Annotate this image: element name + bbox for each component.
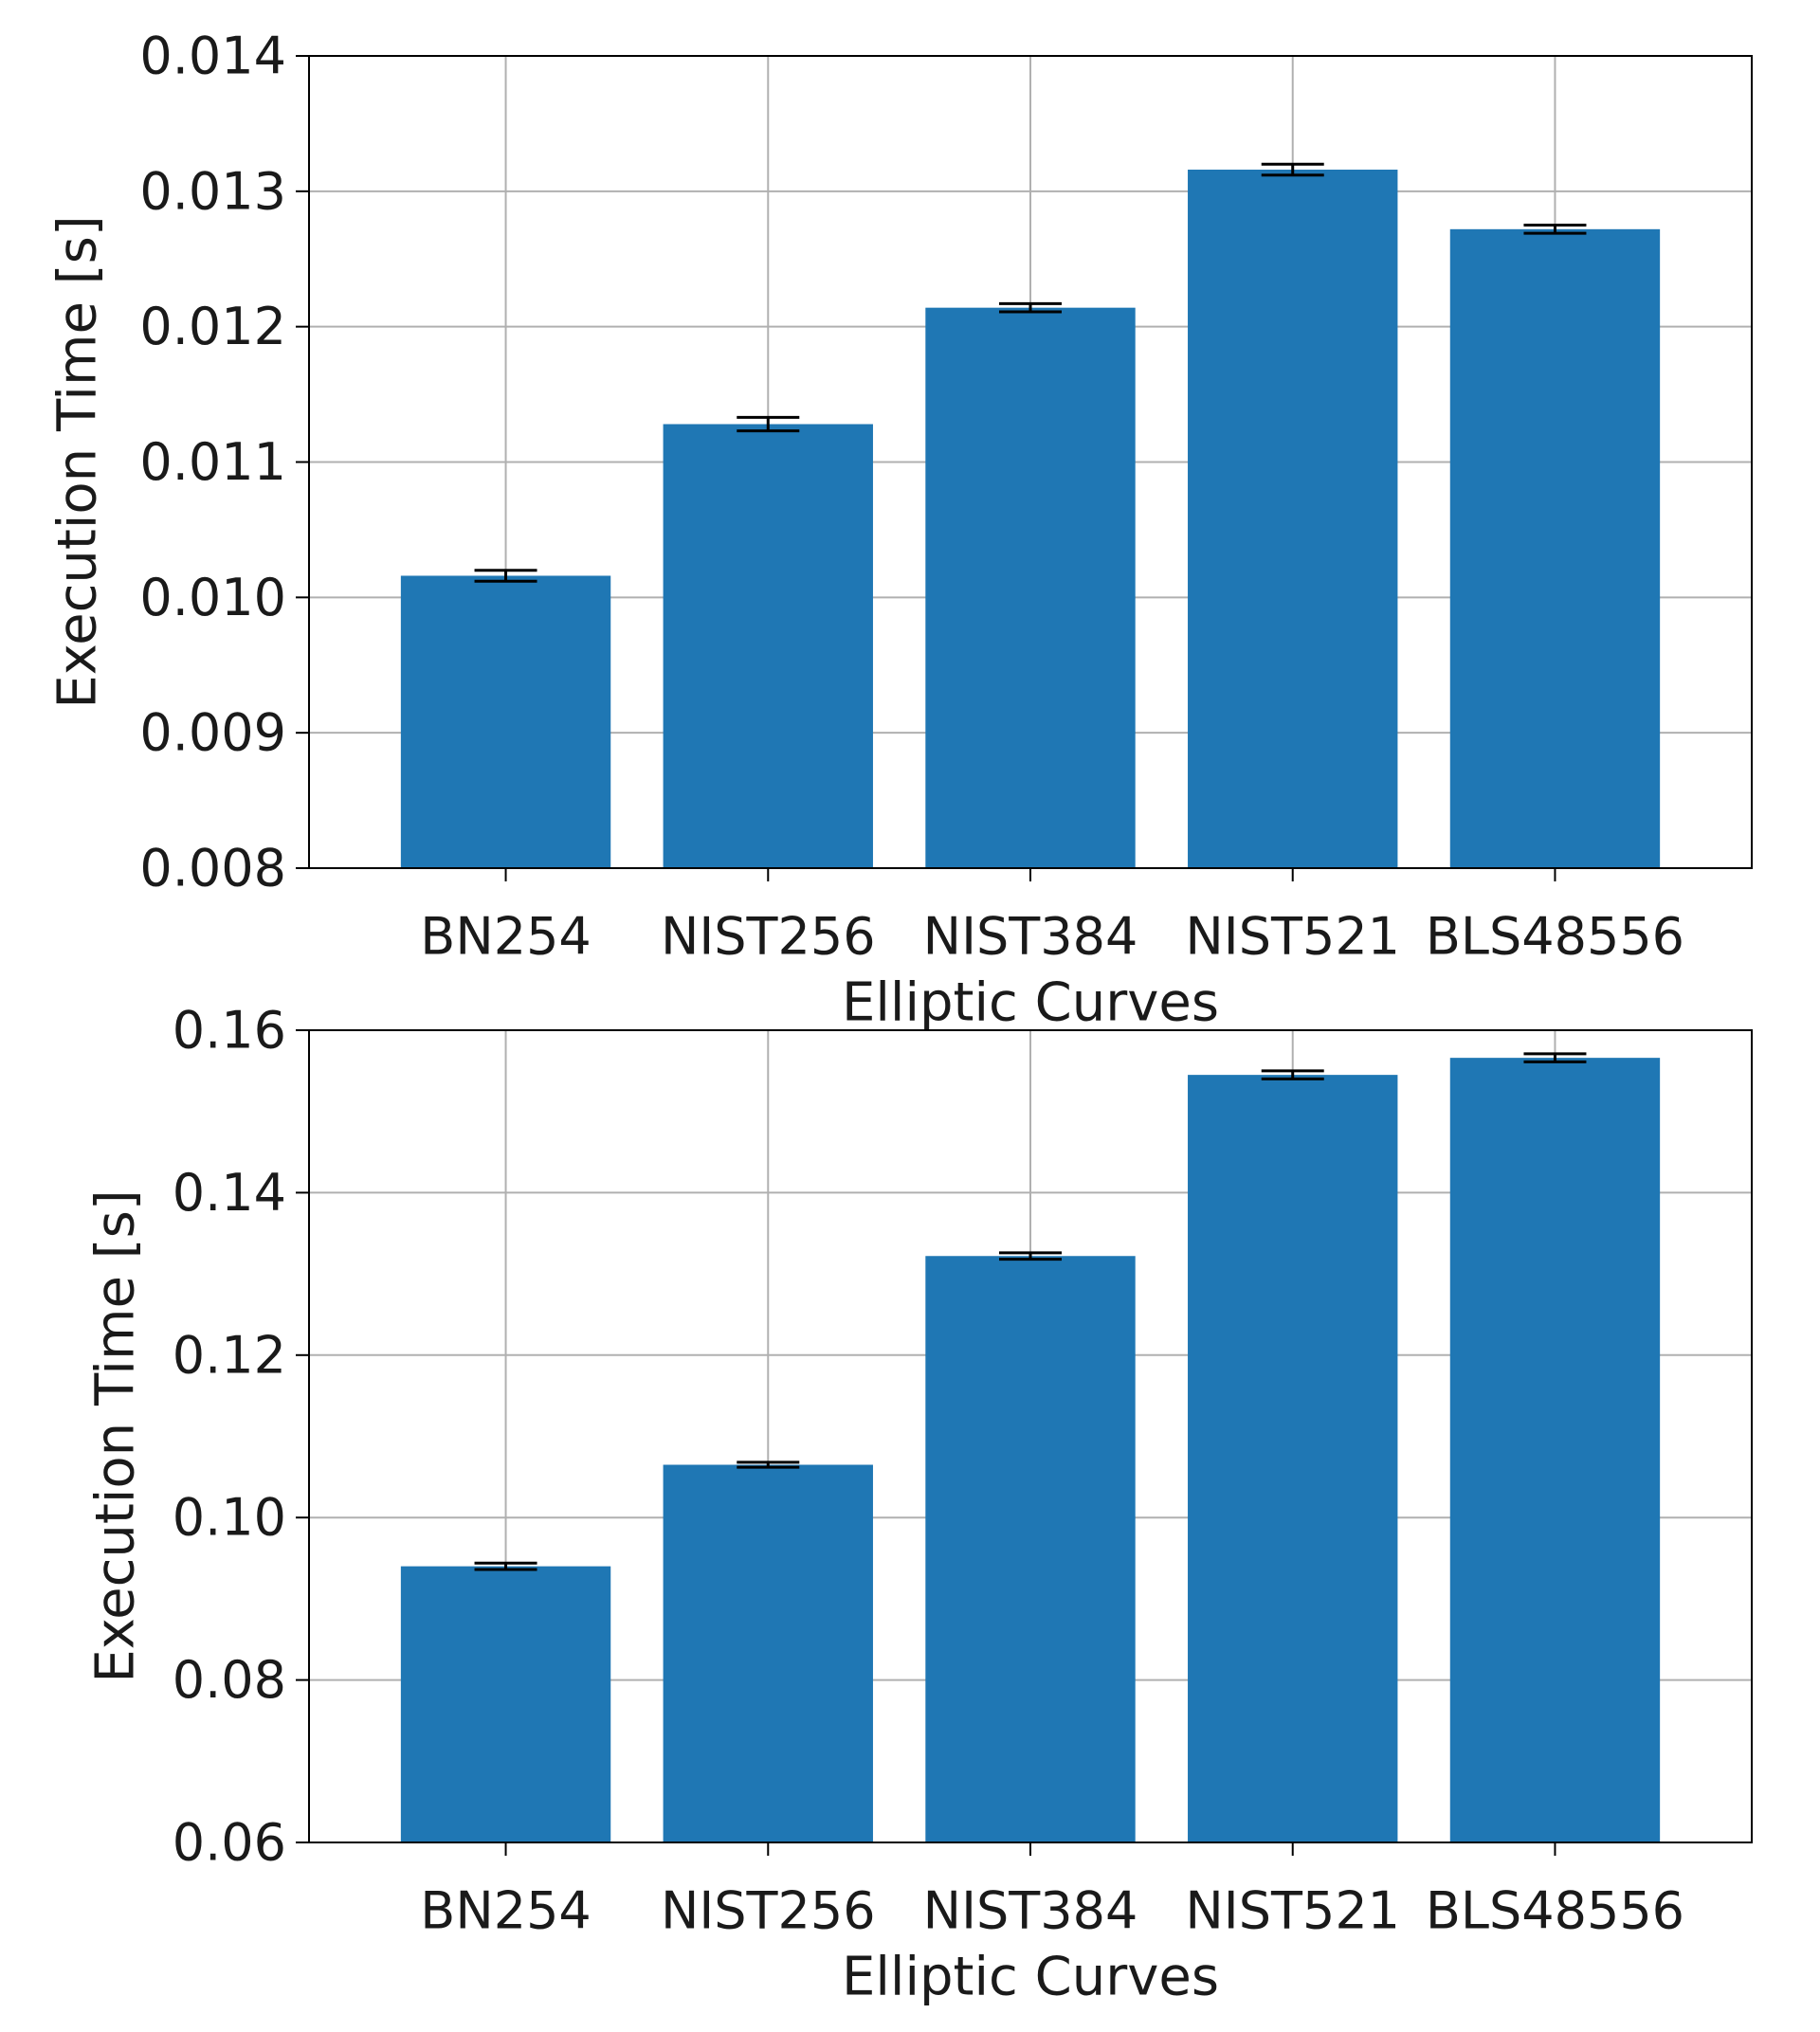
top-y-tick-label: 0.009 [139,703,286,763]
bottom-y-tick-label: 0.12 [173,1325,286,1385]
top-bar-bls48556 [1449,228,1661,868]
bottom-y-tick-label: 0.08 [173,1650,286,1710]
bottom-x-tick-label: BLS48556 [1426,1881,1684,1941]
top-x-axis-label: Elliptic Curves [842,972,1219,1034]
bottom-y-axis-label: Execution Time [s] [85,1189,147,1682]
bottom-x-tick-label: NIST384 [923,1881,1138,1941]
top-chart: 0.008 0.009 0.010 0.011 0.012 0.013 0.014 BN254… [47,27,1753,1034]
bottom-x-tick-label: BN254 [420,1881,592,1941]
bottom-x-tick-label: NIST256 [661,1881,876,1941]
bottom-bar-bn254 [400,1566,611,1842]
bottom-y-tick-label: 0.10 [173,1488,286,1548]
top-bar-nist521 [1188,169,1398,869]
bottom-y-tick-label: 0.06 [173,1813,286,1873]
top-bar-nist256 [663,424,873,868]
top-x-tick-label: NIST256 [661,907,876,967]
bottom-bar-nist384 [925,1256,1136,1842]
top-y-tick-label: 0.011 [139,432,286,492]
top-x-tick-label: NIST384 [923,907,1138,967]
bottom-bar-nist256 [663,1464,873,1842]
bottom-y-tick-label: 0.14 [173,1163,286,1223]
top-y-tick-label: 0.008 [139,839,286,898]
bottom-bar-bls48556 [1449,1058,1661,1842]
bottom-x-tick-label: NIST521 [1185,1881,1400,1941]
top-bar-nist384 [925,307,1136,868]
top-y-tick-label: 0.013 [139,161,286,221]
bottom-x-axis-label: Elliptic Curves [842,1947,1219,2008]
top-y-tick-label: 0.010 [139,568,286,627]
top-y-tick-label: 0.014 [139,27,286,86]
top-x-tick-label: BN254 [420,907,592,967]
top-x-tick-label: NIST521 [1185,907,1400,967]
bottom-bar-nist521 [1188,1075,1398,1842]
top-y-tick-label: 0.012 [139,297,286,356]
top-x-tick-label: BLS48556 [1426,907,1684,967]
bottom-y-tick-label: 0.16 [173,1001,286,1061]
bottom-chart: 0.06 0.08 0.10 0.12 0.14 0.16 BN254 NIST256 NIST… [85,1001,1753,2008]
top-y-axis-label: Execution Time [s] [47,215,109,708]
top-bar-bn254 [400,575,611,868]
